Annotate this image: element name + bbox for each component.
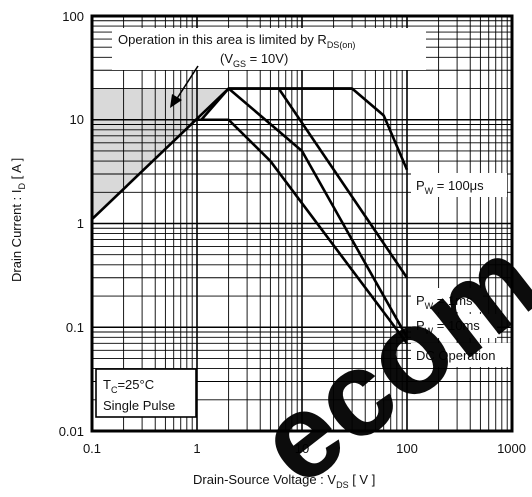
- label-bg-100us: [411, 173, 507, 197]
- x-tick-label: 1: [193, 441, 200, 456]
- label-dc-operation: DC Operation: [416, 348, 495, 363]
- curve-pw-10ms: [200, 87, 409, 338]
- y-tick-label: 0.1: [66, 320, 84, 335]
- label-pw-1ms: PW = 1ms: [416, 293, 473, 311]
- x-tick-labels: 0.1 1 10 100 1000: [83, 441, 526, 456]
- condition-tc: TC=25°C: [103, 377, 154, 395]
- x-tick-label: 1000: [497, 441, 526, 456]
- y-tick-label: 10: [70, 112, 84, 127]
- curve-dc-operation: [197, 118, 409, 345]
- x-tick-label: 100: [396, 441, 418, 456]
- x-tick-label: 10: [295, 441, 309, 456]
- y-tick-label: 1: [77, 216, 84, 231]
- x-axis-title: Drain-Source Voltage : VDS [ V ]: [193, 472, 375, 490]
- limit-note-line2: (VGS = 10V): [220, 51, 288, 69]
- condition-pulse: Single Pulse: [103, 398, 175, 413]
- limit-note-line1: Operation in this area is limited by RDS…: [118, 32, 355, 50]
- curve-pw-1ms: [277, 87, 409, 279]
- curve-pw-100us: [228, 87, 409, 171]
- soa-curves: [92, 87, 409, 345]
- label-bg-10ms: [411, 314, 497, 338]
- rdson-limit-line: [92, 87, 230, 221]
- limit-note-bg: [112, 28, 426, 70]
- label-bg-1ms: [411, 288, 483, 312]
- y-tick-label: 100: [62, 9, 84, 24]
- limit-arrow: [170, 65, 199, 108]
- y-tick-labels: 100 10 1 0.1 0.01: [59, 9, 84, 439]
- label-pw-100us: PW = 100μs: [416, 178, 484, 196]
- x-tick-label: 0.1: [83, 441, 101, 456]
- label-pw-10ms: PW = 10ms: [416, 318, 480, 336]
- conditions-box: [95, 368, 197, 418]
- plot-frame: [90, 14, 514, 433]
- y-tick-label: 0.01: [59, 424, 84, 439]
- y-axis-title: Drain Current : ID [ A ]: [9, 158, 27, 282]
- label-bg-dc: [411, 343, 517, 367]
